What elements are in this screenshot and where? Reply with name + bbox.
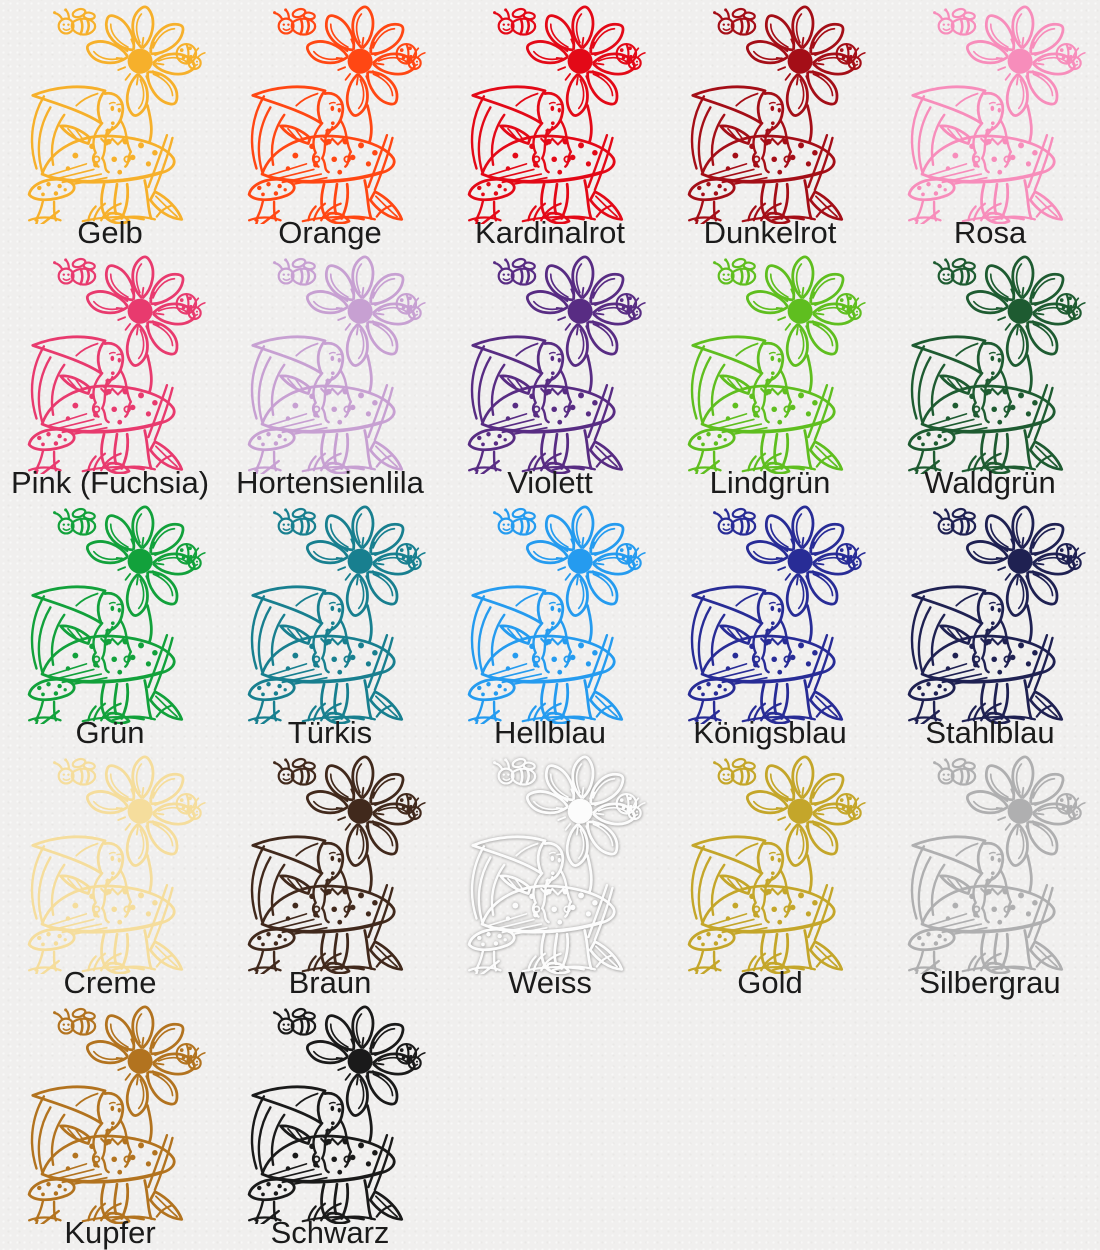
color-name-label: Dunkelrot [703,215,837,250]
elf-mushroom-flower-graphic [887,752,1094,974]
elf-mushroom-flower-graphic [7,2,214,224]
color-name-label: Kupfer [64,1215,156,1250]
color-name-label: Lindgrün [709,465,831,500]
color-name-label: Rosa [953,215,1027,250]
elf-mushroom-flower-graphic [667,252,874,474]
elf-mushroom-flower-graphic [227,252,434,474]
elf-mushroom-flower-graphic [667,752,874,974]
elf-mushroom-flower-graphic [7,252,214,474]
color-name-label: Creme [63,965,157,1000]
elf-mushroom-flower-graphic [7,1002,214,1224]
color-name-label: Pink (Fuchsia) [10,465,210,500]
color-name-label: Kardinalrot [475,215,625,250]
elf-mushroom-flower-graphic [7,502,214,724]
elf-mushroom-flower-graphic [447,752,654,974]
color-swatch: Lindgrün [660,250,880,500]
color-swatch: Gold [660,750,880,1000]
color-swatch: Pink (Fuchsia) [0,250,220,500]
color-swatch: Orange [220,0,440,250]
elf-mushroom-flower-graphic [887,252,1094,474]
elf-mushroom-flower-graphic [887,502,1094,724]
color-swatch: Creme [0,750,220,1000]
elf-mushroom-flower-graphic [227,752,434,974]
color-swatch: Schwarz [220,1000,440,1250]
color-name-label: Waldgrün [924,465,1056,500]
elf-mushroom-flower-graphic [667,502,874,724]
color-name-label: Hellblau [493,715,606,750]
color-swatch: Kupfer [0,1000,220,1250]
color-swatch: Stahlblau [880,500,1100,750]
color-name-label: Schwarz [270,1215,390,1250]
color-swatch: Braun [220,750,440,1000]
color-name-label: Gelb [77,215,143,250]
elf-mushroom-flower-graphic [227,2,434,224]
color-name-label: Stahlblau [925,715,1055,750]
color-swatch: Grün [0,500,220,750]
elf-mushroom-flower-graphic [7,752,214,974]
color-swatch: Waldgrün [880,250,1100,500]
color-name-label: Silbergrau [919,965,1061,1000]
elf-mushroom-flower-graphic [447,252,654,474]
color-swatch: Violett [440,250,660,500]
elf-mushroom-flower-graphic [447,502,654,724]
color-swatch: Königsblau [660,500,880,750]
elf-mushroom-flower-graphic [447,2,654,224]
color-name-label: Grün [75,715,145,750]
color-name-label: Königsblau [693,715,847,750]
elf-mushroom-flower-graphic [887,2,1094,224]
color-swatch: Kardinalrot [440,0,660,250]
elf-mushroom-flower-graphic [667,2,874,224]
elf-mushroom-flower-graphic [227,502,434,724]
color-swatch: Hortensienlila [220,250,440,500]
color-swatch: Weiss [440,750,660,1000]
color-name-label: Türkis [287,715,373,750]
color-name-label: Violett [507,465,593,500]
color-name-label: Gold [737,965,803,1000]
color-swatch: Silbergrau [880,750,1100,1000]
color-swatch: Dunkelrot [660,0,880,250]
color-swatch: Türkis [220,500,440,750]
color-name-label: Hortensienlila [236,465,424,500]
color-swatch: Rosa [880,0,1100,250]
color-swatch: Gelb [0,0,220,250]
color-name-label: Braun [288,965,372,1000]
color-name-label: Orange [278,215,382,250]
elf-mushroom-flower-graphic [227,1002,434,1224]
color-swatch: Hellblau [440,500,660,750]
